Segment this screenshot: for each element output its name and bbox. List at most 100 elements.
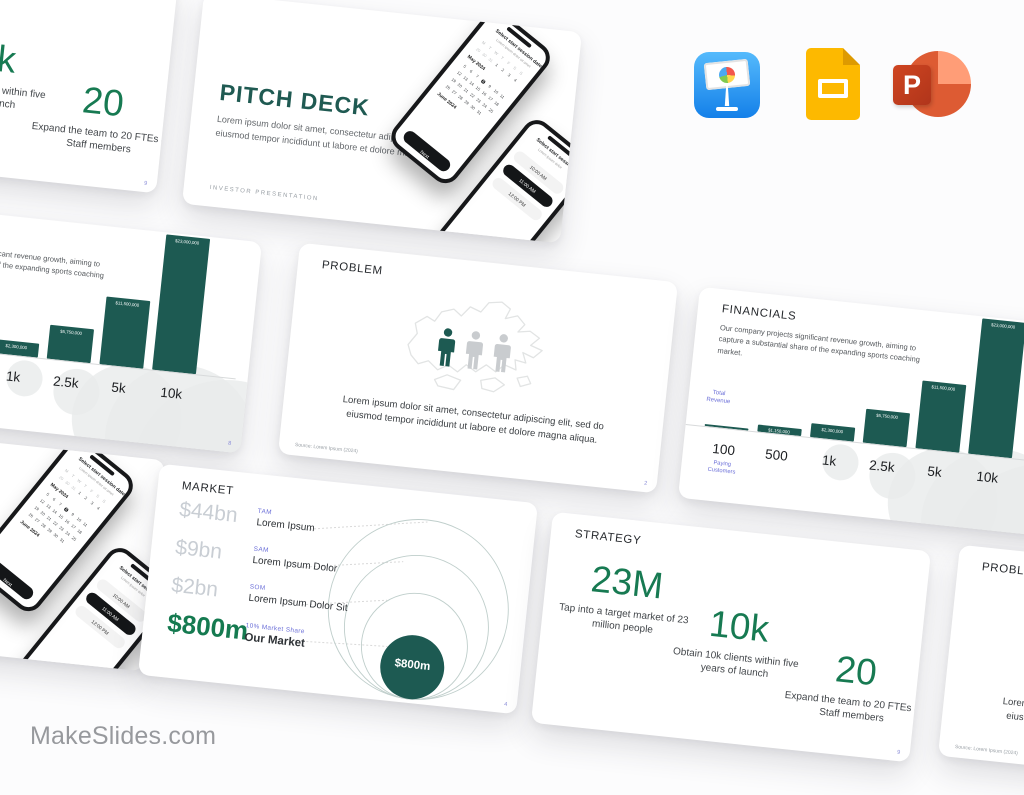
calendar-day: 14 (51, 508, 58, 515)
calendar-day: 16 (63, 518, 71, 525)
calendar-day: 5 (462, 63, 468, 69)
gslides-folded-corner (843, 48, 860, 65)
powerpoint-icon[interactable]: P (893, 50, 971, 120)
calendar-day: 24 (64, 530, 71, 537)
calendar-day: 28 (40, 522, 47, 529)
calendar-day: S (95, 493, 101, 499)
stat-block: 20 Expand the team to 20 FTEs & Staff me… (23, 76, 178, 162)
calendar-day: 19 (450, 77, 457, 84)
calendar-day: 15 (474, 85, 482, 92)
page-number: 8 (227, 439, 232, 447)
market-value: $2bn (170, 573, 220, 602)
calendar-day: 7 (474, 73, 480, 79)
calendar-day (482, 115, 488, 121)
calendar-day: S (512, 65, 518, 71)
keynote-icon[interactable] (694, 52, 760, 118)
market-row: $2bn SOM Lorem Ipsum Dolor Sit (170, 573, 348, 614)
stat-block: 20 Expand the team to 20 FTEs & Staff me… (776, 645, 931, 731)
calendar-day: W (76, 478, 82, 485)
calendar-day: 6 (468, 68, 474, 74)
bar-group: $1,150,000$2,300,000$5,750,000$11,500,00… (700, 290, 1024, 459)
calendar-day: 31 (58, 537, 66, 544)
calendar-day: 29 (463, 99, 470, 106)
calendar-day: 22 (52, 520, 59, 527)
calendar-day: 17 (487, 95, 494, 102)
calendar-day: 29 (58, 474, 65, 482)
calendar-grid[interactable]: M T W T F S S 29 30 31 1 2 3 4 May 2024 5 6 7 8 9 10 11 12 13 14… (0, 465, 110, 588)
calendar-day: 8 (480, 78, 487, 85)
page-number: 9 (896, 748, 901, 756)
calendar-day: 2 (83, 495, 89, 501)
pie-chart-icon (718, 65, 736, 84)
calendar-day: 23 (475, 97, 482, 104)
powerpoint-letter: P (902, 69, 921, 100)
bar-column: $11,500,000 (910, 380, 970, 453)
calendar-day: 30 (52, 532, 59, 539)
cover-footer-label: INVESTOR PRESENTATION (209, 183, 320, 202)
google-slides-icon[interactable] (806, 48, 860, 120)
calendar-day (65, 543, 71, 549)
bar-10k (151, 234, 210, 375)
calendar-day: 23 (58, 525, 65, 532)
calendar-day: 12 (456, 70, 463, 77)
calendar-day: T (487, 45, 493, 51)
calendar-day: M (63, 468, 70, 474)
market-value: $9bn (174, 535, 224, 564)
powerpoint-badge: P (893, 65, 931, 105)
calendar-day: T (82, 483, 88, 489)
bar-column: $23,000,000 (963, 318, 1024, 459)
calendar-day: 3 (89, 500, 95, 506)
calendar-day: 21 (45, 515, 53, 522)
bar-column: $11,500,000 (94, 296, 154, 369)
calendar-day: 22 (469, 92, 476, 99)
calendar-day: 7 (57, 501, 63, 507)
calendar-day: 21 (462, 87, 470, 94)
calendar-day: 16 (480, 90, 488, 97)
calendar-day: 31 (487, 57, 494, 64)
calendar-day: 6 (51, 496, 57, 502)
calendar-day: 2 (500, 67, 506, 73)
calendar-day: 11 (82, 521, 89, 528)
market-circles-diagram (294, 519, 509, 700)
calendar-day: 10 (492, 88, 500, 95)
x-axis-label: 500 (764, 446, 789, 464)
calendar-day: 31 (70, 485, 77, 492)
calendar-day: 4 (512, 77, 518, 83)
page-number: 9 (143, 179, 148, 187)
calendar-day: 14 (468, 80, 475, 87)
calendar-day: 27 (34, 517, 41, 524)
calendar-day: 10 (75, 516, 83, 523)
bar-10k (967, 318, 1024, 459)
calendar-day: T (70, 473, 76, 479)
bar-column: $5,750,000 (42, 324, 98, 364)
person-icon (465, 331, 484, 370)
calendar-day: 26 (444, 84, 452, 91)
keynote-base (716, 107, 738, 111)
slide-cover-cropped: PITCH DECK Lorem ipsum dolor sit amet, c… (0, 420, 166, 672)
calendar-day: 25 (487, 107, 495, 114)
x-axis-title: Paying Customers (707, 459, 736, 475)
calendar-day: 26 (27, 512, 35, 519)
slide-cover: PITCH DECK Lorem ipsum dolor sit amet, c… (181, 0, 583, 244)
page-number: 2 (643, 479, 648, 487)
calendar-day: 30 (64, 480, 71, 487)
calendar-day: 31 (475, 109, 483, 116)
calendar-day: M (480, 40, 487, 46)
calendar-day: 30 (469, 104, 476, 111)
calendar-day: 27 (451, 89, 458, 96)
x-axis-label: 2.5k (52, 373, 80, 391)
person-icon (438, 328, 456, 367)
brand-wordmark[interactable]: MakeSlides.com (30, 722, 217, 750)
calendar-day: 24 (481, 102, 488, 109)
calendar-day: F (506, 60, 511, 66)
calendar-day: 13 (462, 75, 469, 82)
slide-problem-cropped: PROBLEM Lorem ipsum dolor sit amet, cons… (937, 544, 1024, 795)
keynote-stand (724, 85, 730, 106)
bar-column: $23,000,000 (147, 234, 214, 375)
problem-illustration (374, 278, 585, 418)
bar-group: $1,150,000$2,300,000$5,750,000$11,500,00… (0, 206, 214, 375)
calendar-day: 30 (481, 52, 488, 59)
calendar-grid[interactable]: M T W T F S S 29 30 31 1 2 3 4 May 2024 5 6 7 8 9 10 11 12 13 14… (412, 37, 527, 160)
x-axis-label: 1k (5, 368, 22, 385)
slide-financials: FINANCIALS Our company projects signific… (677, 286, 1024, 538)
